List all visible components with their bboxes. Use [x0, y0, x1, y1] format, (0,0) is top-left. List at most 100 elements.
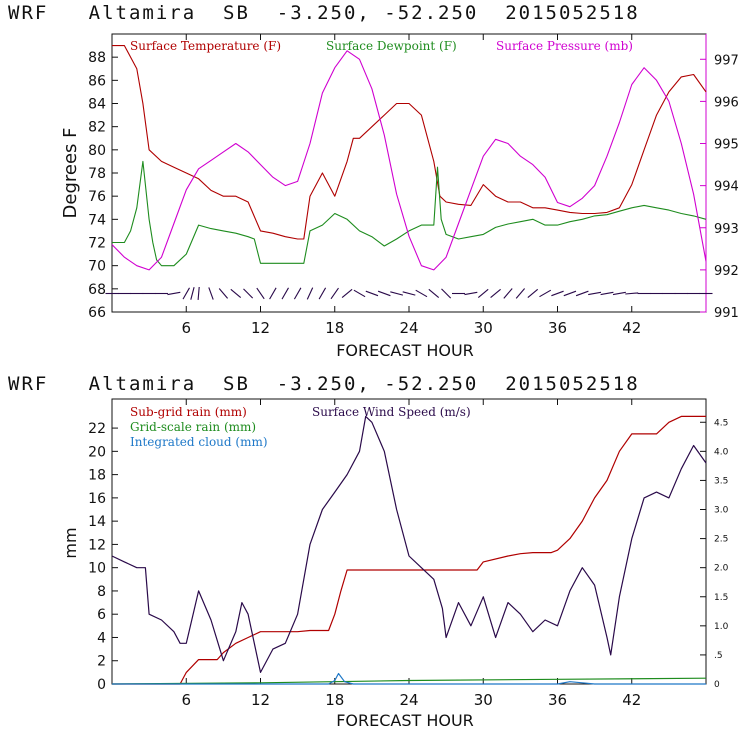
- wind-barb: [600, 291, 614, 296]
- wind-barb: [318, 287, 327, 300]
- bottom-y-axis-label: mm: [61, 527, 80, 558]
- bottom-chart-title: WRF Altamira SB -3.250, -52.250 20150525…: [8, 373, 640, 395]
- wind-barb: [415, 289, 428, 298]
- y-tick-label: 2: [97, 654, 106, 670]
- top-y-axis-label: Degrees F: [60, 128, 81, 219]
- x-tick-label: 12: [251, 319, 270, 337]
- y-tick-label: 16: [88, 491, 106, 507]
- x-tick-label: 42: [622, 691, 641, 709]
- wind-barb: [588, 291, 602, 296]
- y-tick-label: 14: [88, 514, 106, 530]
- legend-grid-scale-rain: Grid-scale rain (mm): [130, 420, 256, 434]
- wind-barb: [353, 289, 366, 298]
- y2-tick-label: 994: [714, 180, 739, 195]
- wind-barb: [490, 288, 501, 299]
- wind-barb: [256, 287, 265, 300]
- y2-tick-label: 996: [714, 95, 739, 110]
- y-tick-label: 88: [88, 50, 106, 66]
- legend-surface-wind-speed: Surface Wind Speed (m/s): [312, 405, 471, 419]
- wind-barb: [477, 288, 489, 299]
- wind-barb: [218, 288, 229, 299]
- legend-subgrid-rain: Sub-grid rain (mm): [130, 405, 247, 419]
- top-chart-title: WRF Altamira SB -3.250, -52.250 20150525…: [8, 2, 640, 24]
- wind-barb: [503, 288, 513, 299]
- series-line-integrated-cloud: [112, 672, 706, 685]
- y-tick-label: 82: [88, 120, 106, 136]
- y-tick-label: 68: [88, 282, 106, 298]
- y-tick-label: 78: [88, 166, 106, 182]
- wind-barb: [464, 291, 478, 296]
- y-tick-label: 10: [88, 561, 106, 577]
- y2-tick-label: 4.0: [714, 447, 729, 457]
- y-tick-label: 4: [97, 630, 106, 646]
- y2-tick-label: 993: [714, 222, 739, 237]
- wind-barb: [390, 291, 404, 296]
- y2-tick-label: 3.5: [714, 476, 728, 486]
- y2-tick-label: 2.5: [714, 535, 728, 545]
- wind-barb: [293, 287, 302, 300]
- y2-tick-label: .5: [714, 651, 723, 661]
- x-tick-label: 24: [399, 319, 418, 337]
- top-chart: Surface Temperature (F) Surface Dewpoint…: [60, 33, 739, 360]
- x-tick-label: 42: [622, 319, 641, 337]
- x-tick-label: 36: [548, 691, 567, 709]
- wind-barb: [563, 290, 577, 297]
- wind-barb: [515, 288, 526, 299]
- x-tick-label: 24: [399, 691, 418, 709]
- top-plot-frame: [111, 33, 707, 313]
- wind-barb: [365, 290, 379, 297]
- x-tick-label: 18: [325, 691, 344, 709]
- series-line-sub-grid-rain: [112, 415, 706, 685]
- wind-barb: [208, 287, 214, 300]
- legend-surface-pressure: Surface Pressure (mb): [496, 39, 633, 53]
- y-tick-label: 70: [88, 259, 106, 275]
- wind-barb: [243, 288, 254, 299]
- wind-barb: [306, 287, 314, 300]
- wind-barb: [330, 287, 339, 300]
- y-tick-label: 6: [97, 607, 106, 623]
- y-tick-label: 8: [97, 584, 106, 600]
- series-line-grid-scale-rain: [111, 677, 707, 685]
- y2-tick-label: 995: [714, 138, 739, 153]
- y-tick-label: 0: [97, 677, 106, 693]
- wind-barb: [428, 288, 440, 299]
- legend-surface-temperature: Surface Temperature (F): [130, 39, 281, 53]
- wind-barb: [190, 287, 195, 300]
- wind-barb: [551, 290, 564, 297]
- y2-tick-label: 3.0: [714, 506, 729, 516]
- wind-barb: [402, 291, 416, 296]
- x-tick-label: 36: [548, 319, 567, 337]
- wind-barb: [341, 288, 353, 299]
- series-line-surface-dewpoint: [112, 160, 707, 267]
- y2-tick-label: 992: [714, 264, 739, 279]
- x-tick-label: 6: [181, 319, 191, 337]
- y2-tick-label: 0: [714, 680, 720, 690]
- wind-barb: [527, 288, 539, 299]
- wind-barb: [197, 286, 200, 300]
- series-line-surface-temperature: [112, 45, 707, 240]
- wind-barb: [269, 287, 277, 300]
- wind-barb: [377, 290, 391, 297]
- wind-barb: [167, 291, 181, 296]
- y2-tick-label: 2.0: [714, 564, 729, 574]
- y-tick-label: 72: [88, 236, 106, 252]
- series-line-surface-wind-speed: [111, 415, 707, 674]
- x-tick-label: 30: [474, 691, 493, 709]
- legend-surface-dewpoint: Surface Dewpoint (F): [326, 39, 457, 53]
- x-tick-label: 6: [181, 691, 191, 709]
- y-tick-label: 76: [88, 189, 106, 205]
- wind-barb: [625, 292, 639, 295]
- wind-barb: [441, 288, 452, 299]
- series-line-surface-pressure: [111, 50, 707, 271]
- x-tick-label: 12: [251, 691, 270, 709]
- y2-tick-label: 997: [714, 53, 739, 68]
- y2-tick-label: 1.0: [714, 622, 729, 632]
- y2-tick-label: 1.5: [714, 593, 728, 603]
- wind-barb: [612, 291, 626, 296]
- bottom-x-axis-label: FORECAST HOUR: [336, 711, 474, 730]
- y-tick-label: 86: [88, 73, 106, 89]
- y-tick-label: 74: [88, 212, 106, 228]
- y-tick-label: 80: [88, 143, 106, 159]
- y-tick-label: 12: [88, 537, 106, 553]
